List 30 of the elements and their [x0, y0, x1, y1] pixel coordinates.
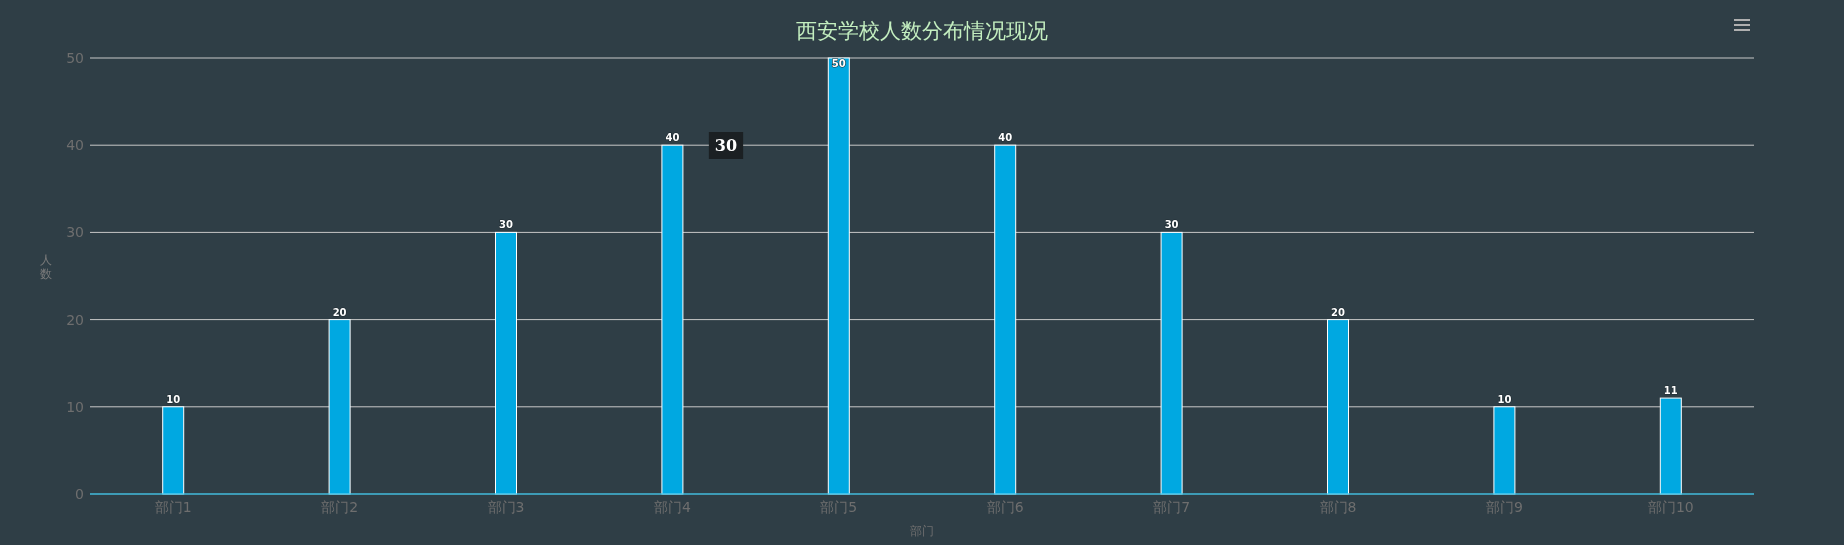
x-tick-label: 部门5 [820, 498, 858, 515]
y-tick-label: 20 [66, 311, 84, 328]
x-tick-label: 部门9 [1485, 498, 1523, 515]
data-label: 50 [831, 58, 846, 69]
data-label: 20 [332, 306, 347, 318]
y-tick-label: 0 [75, 485, 84, 502]
y-tick-label: 10 [66, 398, 84, 415]
annotation: 30 [714, 136, 738, 155]
x-tick-label: 部门8 [1319, 498, 1357, 515]
data-label: 10 [1497, 393, 1512, 405]
x-tick-label: 部门7 [1153, 498, 1191, 515]
x-tick-label: 部门1 [154, 498, 192, 515]
data-label: 11 [1663, 385, 1678, 397]
x-tick-label: 部门3 [487, 498, 525, 515]
y-tick-label: 40 [66, 137, 84, 154]
data-label: 30 [1164, 219, 1179, 231]
chart-title: 西安学校人数分布情况现况 [796, 19, 1048, 43]
x-tick-label: 部门10 [1647, 498, 1694, 515]
x-tick-label: 部门4 [653, 498, 691, 515]
y-tick-label: 50 [66, 49, 84, 66]
y-tick-label: 30 [66, 224, 84, 241]
y-axis-title: 人数 [40, 253, 52, 281]
data-label: 10 [166, 393, 181, 405]
x-tick-label: 部门6 [986, 498, 1024, 515]
data-label: 20 [1331, 306, 1345, 318]
x-tick-label: 部门2 [321, 498, 359, 515]
x-axis-title: 部门 [910, 524, 934, 538]
data-label: 30 [499, 219, 513, 231]
data-label: 40 [665, 132, 680, 144]
data-label: 40 [998, 132, 1013, 144]
